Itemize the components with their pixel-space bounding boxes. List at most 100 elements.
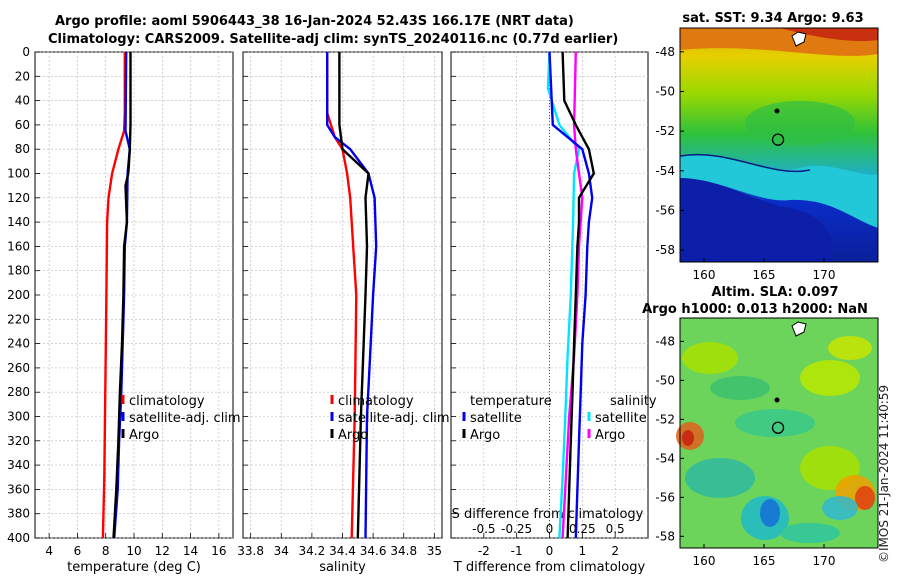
- depth-tick-label: 40: [15, 94, 30, 108]
- sla-map-title-line2: Argo h1000: 0.013 h2000: NaN: [642, 302, 868, 317]
- sla-anomaly-patch: [685, 458, 755, 498]
- sst-ytick-label: -48: [655, 45, 675, 59]
- sst-ytick-label: -56: [655, 203, 675, 217]
- sla-ytick-label: -56: [655, 490, 675, 504]
- depth-tick-label: 380: [7, 507, 30, 521]
- temp-xtick-label: 6: [74, 544, 82, 558]
- sal-xlabel: salinity: [319, 560, 366, 575]
- sst-cold-region: [680, 178, 833, 262]
- sst-xtick-label: 160: [693, 268, 716, 282]
- sal-line-argo: [338, 52, 370, 539]
- depth-tick-label: 220: [7, 312, 30, 326]
- temp-legend-label: Argo: [129, 428, 159, 443]
- diff-xtick-label: -1: [511, 544, 523, 558]
- temp-legend-label: climatology: [129, 394, 205, 409]
- diff-xtick-label: -2: [478, 544, 490, 558]
- sst-landmass: [791, 31, 807, 47]
- depth-tick-label: 60: [15, 118, 30, 132]
- sal-xtick-label: 34.4: [329, 544, 356, 558]
- diff-sal-tick-label: 0.5: [606, 522, 625, 536]
- sal-xtick-label: 33.8: [237, 544, 264, 558]
- depth-tick-label: 340: [7, 458, 30, 472]
- sla-ytick-label: -54: [655, 451, 675, 465]
- sst-ytick-label: -58: [655, 243, 675, 257]
- depth-tick-label: 360: [7, 482, 30, 496]
- sal-xtick-label: 35: [427, 544, 442, 558]
- sla-anomaly-patch: [760, 499, 780, 527]
- diff-line-salinity-argo: [561, 51, 584, 539]
- sla-anomaly-patch: [780, 523, 840, 543]
- sla-anomaly-patch: [855, 486, 875, 510]
- sla-ytick-label: -48: [655, 334, 675, 348]
- sst-island-mark: [774, 108, 780, 114]
- figure-title-line2: Climatology: CARS2009. Satellite-adj cli…: [48, 32, 619, 47]
- sal-xtick-label: 34.6: [360, 544, 387, 558]
- temp-xtick-label: 4: [45, 544, 53, 558]
- diff-sal-tick-label: 0: [546, 522, 554, 536]
- depth-tick-label: 80: [15, 142, 30, 156]
- sla-xtick-label: 160: [693, 554, 716, 568]
- depth-tick-label: 100: [7, 167, 30, 181]
- diff-legend-title-temperature: temperature: [470, 394, 552, 409]
- diff-temp-legend-label: Argo: [470, 428, 500, 443]
- sla-island-mark: [774, 397, 780, 403]
- depth-tick-label: 260: [7, 361, 30, 375]
- sla-xtick-label: 165: [753, 554, 776, 568]
- diff-sal-xlabel: S difference from climatology: [452, 507, 644, 522]
- sst-ytick-label: -54: [655, 164, 675, 178]
- sla-landmass: [791, 321, 807, 337]
- sal-legend-label: climatology: [338, 394, 414, 409]
- depth-tick-label: 140: [7, 215, 30, 229]
- sal-xtick-label: 34.2: [299, 544, 326, 558]
- diff-line-salinity-satellite: [546, 51, 581, 539]
- depth-tick-label: 240: [7, 337, 30, 351]
- sla-ytick-label: -52: [655, 412, 675, 426]
- temp-xtick-label: 10: [126, 544, 141, 558]
- depth-tick-label: 0: [22, 45, 30, 59]
- temp-xtick-label: 14: [183, 544, 198, 558]
- depth-tick-label: 300: [7, 410, 30, 424]
- diff-temp-legend-label: satellite: [470, 411, 522, 426]
- sst-cool-front: [680, 154, 878, 228]
- sla-xtick-label: 170: [813, 554, 836, 568]
- depth-tick-label: 200: [7, 288, 30, 302]
- sst-xtick-label: 170: [813, 268, 836, 282]
- depth-tick-label: 280: [7, 385, 30, 399]
- diff-sal-tick-label: -0.5: [472, 522, 495, 536]
- depth-tick-label: 320: [7, 434, 30, 448]
- temp-line-climatology: [101, 52, 127, 539]
- diff-sal-tick-label: -0.25: [501, 522, 532, 536]
- sst-green-patch: [745, 101, 855, 145]
- diff-legend-title-salinity: salinity: [610, 394, 657, 409]
- sal-legend-label: Argo: [338, 428, 368, 443]
- temp-xtick-label: 12: [155, 544, 170, 558]
- sst-ytick-label: -50: [655, 84, 675, 98]
- depth-tick-label: 20: [15, 69, 30, 83]
- sst-ytick-label: -52: [655, 124, 675, 138]
- sst-xtick-label: 165: [753, 268, 776, 282]
- sal-line-satellite-adj-clim: [326, 52, 378, 539]
- depth-tick-label: 400: [7, 531, 30, 545]
- temp-xlabel: temperature (deg C): [67, 560, 201, 575]
- sla-ytick-label: -50: [655, 373, 675, 387]
- depth-tick-label: 120: [7, 191, 30, 205]
- diff-sal-legend-label: satellite: [595, 411, 647, 426]
- sla-anomaly-patch: [828, 336, 872, 360]
- temp-xtick-label: 16: [211, 544, 226, 558]
- depth-tick-label: 180: [7, 264, 30, 278]
- sst-map-frame: [679, 27, 879, 263]
- temp-xtick-label: 8: [102, 544, 110, 558]
- temp-line-argo: [112, 52, 132, 539]
- sla-anomaly-patch: [682, 342, 738, 374]
- diff-line-temperature-satellite: [548, 51, 594, 539]
- diff-xtick-label: 0: [546, 544, 554, 558]
- sst-isotherm: [679, 153, 811, 173]
- sst-hot-region: [780, 28, 878, 42]
- sst-map-title: sat. SST: 9.34 Argo: 9.63: [682, 11, 863, 26]
- sla-anomaly-patch: [710, 376, 770, 400]
- sst-float-marker: [771, 133, 785, 146]
- diff-xlabel: T difference from climatology: [453, 560, 646, 575]
- sal-xtick-label: 34.8: [390, 544, 417, 558]
- sla-map-title-line1: Altim. SLA: 0.097: [712, 285, 839, 300]
